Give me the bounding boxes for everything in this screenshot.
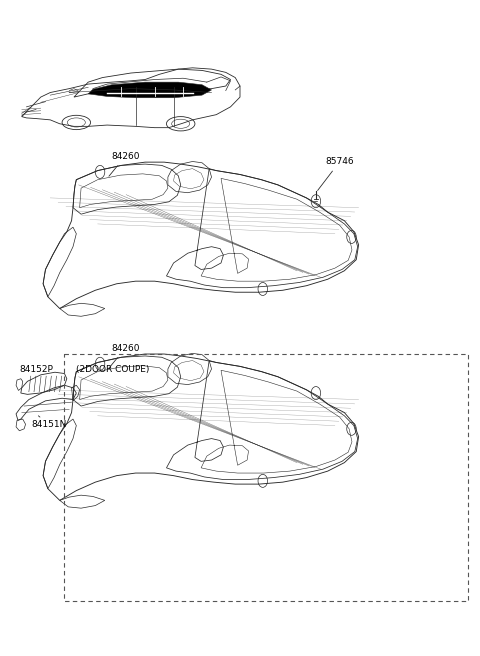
Text: 85746: 85746 [318,157,354,190]
Text: 84151N: 84151N [31,416,67,429]
Text: 84260: 84260 [109,344,140,368]
Text: 84152P: 84152P [20,365,54,374]
Text: 84260: 84260 [109,152,140,176]
Polygon shape [88,82,212,98]
Text: (2DOOR COUPE): (2DOOR COUPE) [76,365,150,374]
